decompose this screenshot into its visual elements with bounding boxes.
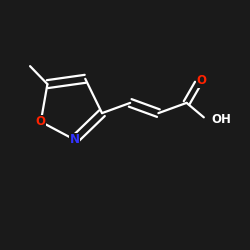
Text: OH: OH xyxy=(211,113,231,126)
Text: O: O xyxy=(36,115,46,128)
Text: N: N xyxy=(70,133,80,146)
Text: O: O xyxy=(196,74,206,88)
